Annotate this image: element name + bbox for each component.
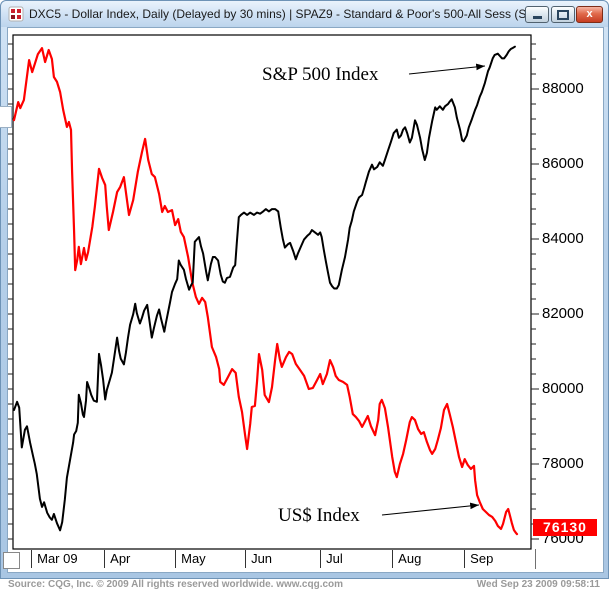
- y-tick-label: 84000: [542, 229, 584, 247]
- timestamp: Wed Sep 23 2009 09:58:11: [476, 579, 600, 590]
- last-price-badge: 76130: [533, 519, 597, 536]
- source-attribution: Source: CQG, Inc. © 2009 All rights rese…: [8, 579, 344, 590]
- axis-checkbox[interactable]: [3, 552, 20, 569]
- month-separator: [31, 550, 33, 568]
- x-tick-label: Mar 09: [37, 551, 78, 566]
- minimize-button[interactable]: [525, 6, 549, 23]
- minimize-icon: [532, 16, 542, 19]
- x-axis-month-band: Mar 09 Apr May Jun Jul Aug Sep: [8, 549, 536, 569]
- month-separator: [464, 550, 466, 568]
- close-button[interactable]: x: [576, 6, 603, 23]
- y-tick-label: 82000: [542, 304, 584, 322]
- x-tick-label: Aug: [398, 551, 422, 566]
- y-tick-label: 80000: [542, 379, 584, 397]
- month-separator: [320, 550, 322, 568]
- y-tick-label: 78000: [542, 454, 584, 472]
- x-tick-label: Sep: [470, 551, 494, 566]
- sp500-annotation-label: S&P 500 Index: [262, 64, 379, 85]
- x-tick-label: Apr: [110, 551, 131, 566]
- left-border-notch: [0, 106, 12, 128]
- chart-client-area: 88000 86000 84000 82000 80000 78000 76000 7613…: [7, 27, 604, 573]
- x-tick-label: Jun: [251, 551, 273, 566]
- maximize-button[interactable]: [551, 6, 575, 23]
- usd-annotation-label: US$ Index: [278, 505, 360, 526]
- window-title: DXC5 - Dollar Index, Daily (Delayed by 3…: [29, 7, 534, 21]
- month-separator: [245, 550, 247, 568]
- maximize-icon: [557, 10, 569, 20]
- month-separator: [175, 550, 177, 568]
- y-tick-label: 86000: [542, 154, 584, 172]
- title-bar: DXC5 - Dollar Index, Daily (Delayed by 3…: [1, 1, 608, 27]
- price-chart-plot: [8, 34, 539, 550]
- x-tick-label: May: [181, 551, 206, 566]
- x-tick-label: Jul: [326, 551, 343, 566]
- y-tick-label: 88000: [542, 79, 584, 97]
- app-icon[interactable]: [8, 6, 24, 22]
- month-separator: [104, 550, 106, 568]
- month-separator: [392, 550, 394, 568]
